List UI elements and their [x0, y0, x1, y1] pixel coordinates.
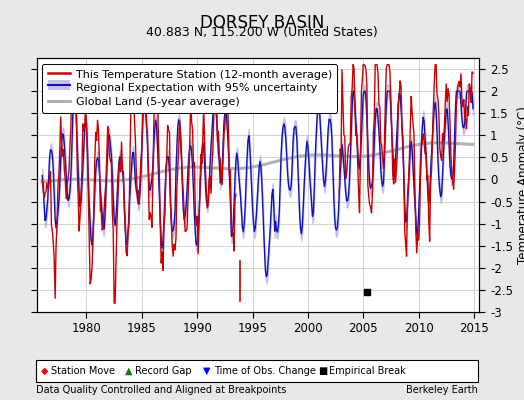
Text: ▲: ▲	[125, 366, 132, 376]
Text: Record Gap: Record Gap	[135, 366, 192, 376]
Legend: This Temperature Station (12-month average), Regional Expectation with 95% uncer: This Temperature Station (12-month avera…	[42, 64, 337, 112]
Text: Station Move: Station Move	[51, 366, 115, 376]
Y-axis label: Temperature Anomaly (°C): Temperature Anomaly (°C)	[517, 106, 524, 264]
Text: Berkeley Earth: Berkeley Earth	[406, 385, 478, 395]
Text: Time of Obs. Change: Time of Obs. Change	[214, 366, 315, 376]
Text: ■: ■	[318, 366, 327, 376]
Text: ▼: ▼	[203, 366, 211, 376]
Text: 40.883 N, 115.200 W (United States): 40.883 N, 115.200 W (United States)	[146, 26, 378, 39]
Text: Data Quality Controlled and Aligned at Breakpoints: Data Quality Controlled and Aligned at B…	[36, 385, 286, 395]
Text: Empirical Break: Empirical Break	[329, 366, 406, 376]
Text: ◆: ◆	[41, 366, 48, 376]
Text: DORSEY BASIN: DORSEY BASIN	[200, 14, 324, 32]
